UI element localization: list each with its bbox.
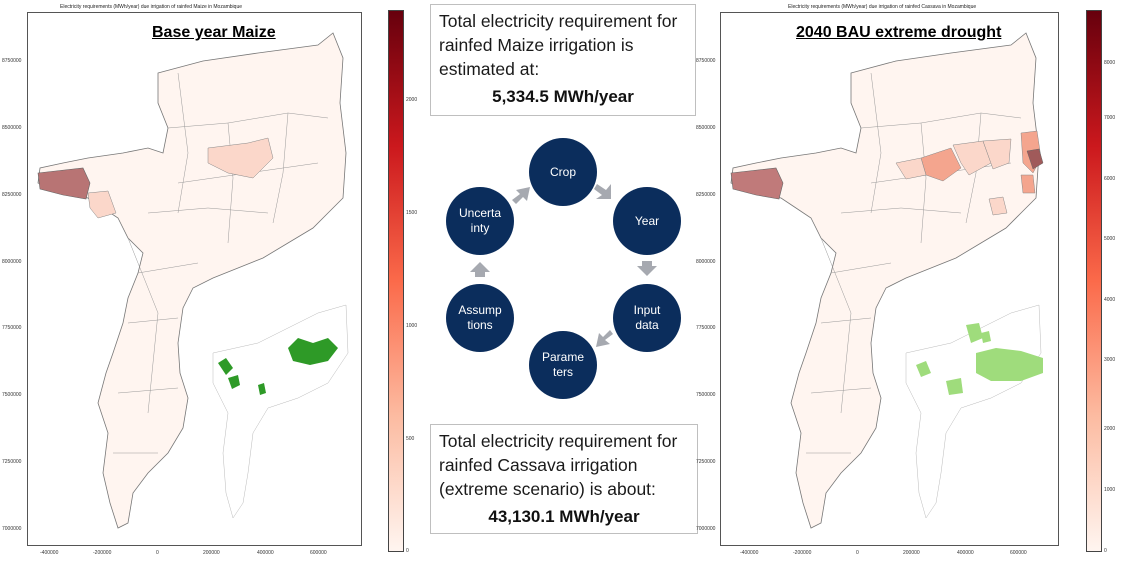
colorbar-tick: 0: [406, 548, 409, 554]
right-map-frame: [720, 12, 1059, 546]
top-summary-line3: estimated at:: [439, 59, 540, 79]
bottom-summary-line3: (extreme scenario) is about:: [439, 479, 656, 499]
cycle-node-year: Year: [613, 187, 681, 255]
x-tick: 400000: [257, 550, 274, 556]
left-map-high-district: [37, 167, 91, 200]
x-tick: 400000: [957, 550, 974, 556]
right-map-district-g: [988, 196, 1008, 216]
left-map-country-shape: [37, 32, 347, 529]
y-tick: 7250000: [696, 459, 716, 465]
left-map-panel: Electricity requirements (MWh/year) due …: [0, 0, 420, 562]
x-tick: -400000: [40, 550, 59, 556]
arrow-left-icon: [596, 330, 613, 347]
left-map-inset: [212, 304, 349, 519]
y-tick: 8250000: [2, 192, 22, 198]
arrow-down-icon: [637, 261, 657, 276]
y-tick: 8000000: [696, 259, 716, 265]
cycle-node-uncertainty: Uncerta inty: [446, 187, 514, 255]
colorbar-tick: 5000: [1104, 236, 1116, 242]
colorbar-tick: 0: [1104, 548, 1107, 554]
right-map-panel: Electricity requirements (MWh/year) due …: [696, 0, 1129, 562]
right-map-country-shape: [730, 32, 1040, 529]
colorbar-tick: 2000: [406, 97, 418, 103]
bottom-summary-line2: rainfed Cassava irrigation: [439, 455, 638, 475]
right-map-inset: [905, 304, 1043, 519]
arrow-up-icon: [470, 262, 490, 277]
y-tick: 8000000: [2, 259, 22, 265]
right-map-district-b: [952, 140, 992, 176]
left-map-mid-district-north: [207, 137, 274, 179]
left-map-frame: [27, 12, 362, 546]
colorbar-tick: 1000: [1104, 487, 1116, 493]
y-tick: 7000000: [2, 526, 22, 532]
x-tick: 200000: [903, 550, 920, 556]
top-summary-line2: rainfed Maize irrigation is: [439, 35, 634, 55]
y-tick: 7250000: [2, 459, 22, 465]
y-tick: 8250000: [696, 192, 716, 198]
bottom-summary-line1: Total electricity requirement for: [439, 431, 678, 451]
left-map-small-title: Electricity requirements (MWh/year) due …: [60, 4, 243, 10]
y-tick: 8500000: [696, 125, 716, 131]
x-tick: 200000: [203, 550, 220, 556]
colorbar-tick: 500: [406, 436, 415, 442]
right-colorbar: [1086, 10, 1102, 552]
x-tick: -200000: [93, 550, 112, 556]
top-summary-line1: Total electricity requirement for: [439, 11, 678, 31]
y-tick: 7750000: [696, 325, 716, 331]
arrow-right-icon: [594, 184, 611, 199]
right-map-district-e: [1026, 148, 1044, 170]
cycle-node-parameters: Parame ters: [529, 331, 597, 399]
x-tick: 0: [856, 550, 859, 556]
cycle-node-crop: Crop: [529, 138, 597, 206]
bottom-summary-box: Total electricity requirement for rainfe…: [430, 424, 698, 534]
right-map-small-title: Electricity requirements (MWh/year) due …: [788, 4, 977, 10]
left-map-svg: [37, 32, 349, 529]
top-summary-box: Total electricity requirement for rainfe…: [430, 4, 696, 116]
y-tick: 7750000: [2, 325, 22, 331]
top-summary-value: 5,334.5 MWh/year: [492, 87, 634, 106]
left-colorbar: [388, 10, 404, 552]
left-map-heading: Base year Maize: [152, 24, 276, 41]
y-tick: 8750000: [696, 58, 716, 64]
right-map-district-h: [895, 157, 927, 180]
y-tick: 7000000: [696, 526, 716, 532]
colorbar-tick: 8000: [1104, 60, 1116, 66]
left-map-mid-district: [87, 190, 117, 219]
colorbar-tick: 2000: [1104, 426, 1116, 432]
colorbar-tick: 4000: [1104, 297, 1116, 303]
y-tick: 7500000: [696, 392, 716, 398]
colorbar-tick: 3000: [1104, 357, 1116, 363]
cycle-node-input-data: Input data: [613, 284, 681, 352]
x-tick: -200000: [793, 550, 812, 556]
right-map-district-f: [1020, 174, 1036, 194]
colorbar-tick: 6000: [1104, 176, 1116, 182]
right-map-district-c: [982, 138, 1012, 170]
right-map-svg: [730, 32, 1044, 529]
right-map-high-district: [730, 167, 784, 200]
y-tick: 7500000: [2, 392, 22, 398]
colorbar-tick: 1000: [406, 323, 418, 329]
arrow-right-icon: [512, 187, 530, 204]
y-tick: 8500000: [2, 125, 22, 131]
x-tick: 0: [156, 550, 159, 556]
colorbar-tick: 1500: [406, 210, 418, 216]
cycle-node-assumptions: Assump tions: [446, 284, 514, 352]
right-map-heading: 2040 BAU extreme drought: [796, 24, 1002, 41]
y-tick: 8750000: [2, 58, 22, 64]
x-tick: -400000: [740, 550, 759, 556]
x-tick: 600000: [1010, 550, 1027, 556]
colorbar-tick: 7000: [1104, 115, 1116, 121]
bottom-summary-value: 43,130.1 MWh/year: [488, 507, 640, 526]
x-tick: 600000: [310, 550, 327, 556]
